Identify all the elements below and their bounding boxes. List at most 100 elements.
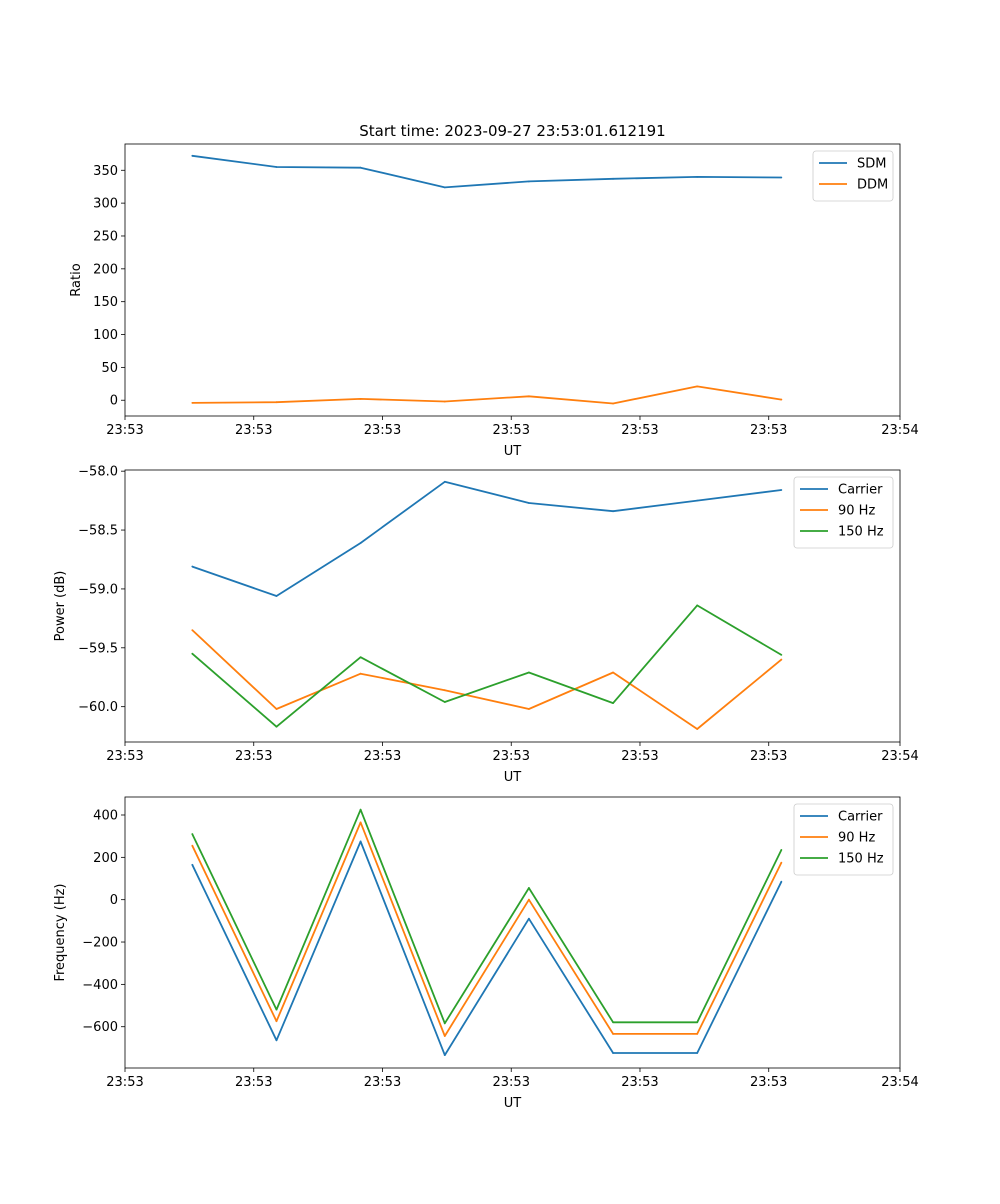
y-tick-label: 0: [110, 893, 118, 908]
data-point: [528, 898, 530, 901]
data-point: [612, 177, 614, 180]
data-point: [696, 604, 699, 607]
data-point: [528, 917, 530, 920]
x-tick-label: 23:54: [881, 423, 918, 438]
y-tick-label: −59.0: [78, 582, 118, 597]
data-point: [191, 629, 194, 632]
data-point: [191, 565, 194, 568]
data-point: [443, 400, 446, 403]
y-tick-label: 250: [93, 229, 118, 244]
legend-label: Carrier: [838, 483, 883, 498]
y-tick-label: 0: [110, 394, 118, 409]
data-point: [359, 398, 362, 400]
plots: 23:53 23:53 23:53 23:53 23:53 23:53 23:54 UT 0 50…: [53, 143, 919, 1111]
legend-label: SDM: [857, 157, 886, 172]
y-axis-label: Frequency (Hz): [53, 883, 68, 981]
data-point: [443, 1054, 446, 1056]
data-point: [780, 849, 783, 851]
data-point: [275, 401, 278, 404]
data-point: [443, 186, 446, 189]
data-point: [528, 708, 530, 710]
data-point: [612, 671, 614, 674]
series-line-90-hz: [191, 629, 782, 730]
subplot-3: 23:53 23:53 23:53 23:53 23:53 23:53 23:54 UT −60…: [53, 796, 919, 1111]
data-point: [528, 887, 530, 889]
series-line-carrier: [192, 480, 782, 597]
legend: Carrier 90 Hz 150 Hz: [793, 803, 894, 876]
y-tick-label: 50: [101, 361, 118, 376]
data-point: [191, 863, 194, 866]
axes-frame: [124, 796, 901, 1069]
legend: SDM DDM: [812, 150, 894, 202]
x-tick-label: 23:54: [881, 1075, 918, 1090]
data-point: [275, 1039, 278, 1042]
data-point: [359, 656, 362, 659]
x-tick-label: 23:53: [106, 423, 143, 438]
x-axis-label: UT: [504, 770, 522, 785]
y-tick-label: 100: [93, 328, 118, 343]
data-point: [359, 808, 362, 811]
data-point: [780, 176, 783, 179]
data-point: [528, 502, 530, 504]
x-tick-label: 23:53: [750, 423, 787, 438]
data-point: [612, 1033, 614, 1035]
y-tick-label: −60.0: [78, 700, 118, 715]
series-line-carrier: [191, 840, 783, 1056]
data-point: [696, 499, 699, 502]
data-point: [780, 880, 783, 883]
data-point: [191, 833, 194, 835]
data-point: [191, 154, 194, 157]
y-tick-label: −200: [82, 936, 118, 951]
data-point: [780, 489, 783, 491]
legend-label: 90 Hz: [838, 831, 875, 846]
x-tick-label: 23:53: [364, 423, 401, 438]
data-point: [443, 689, 446, 692]
data-point: [275, 1008, 278, 1011]
data-point: [359, 542, 362, 544]
y-tick-label: −59.5: [78, 641, 118, 656]
data-point: [528, 395, 530, 398]
series-line-90-hz: [191, 821, 783, 1037]
y-tick-label: 400: [93, 808, 118, 823]
data-point: [696, 1033, 699, 1035]
y-tick-label: 300: [93, 197, 118, 212]
data-point: [275, 1020, 278, 1023]
data-point: [612, 402, 614, 405]
data-point: [612, 1052, 614, 1054]
x-tick-label: 23:53: [364, 1075, 401, 1090]
x-tick-label: 23:53: [106, 749, 143, 764]
x-tick-label: 23:53: [235, 1075, 272, 1090]
data-point: [612, 1021, 614, 1024]
series-line-ddm: [192, 385, 782, 405]
data-point: [696, 1052, 699, 1054]
series-line-150-hz: [191, 808, 783, 1025]
y-tick-label: 200: [93, 262, 118, 277]
data-point: [275, 595, 278, 597]
data-point: [696, 728, 699, 730]
data-point: [191, 652, 194, 655]
data-point: [191, 401, 194, 404]
data-point: [612, 510, 614, 513]
data-point: [443, 1035, 446, 1037]
data-point: [696, 385, 699, 388]
y-axis-label: Power (dB): [53, 571, 68, 642]
y-tick-label: 150: [93, 295, 118, 310]
data-point: [780, 398, 783, 401]
x-axis-label: UT: [504, 1096, 522, 1111]
x-tick-label: 23:53: [235, 749, 272, 764]
data-point: [780, 861, 783, 864]
y-tick-label: −400: [82, 978, 118, 993]
chart-title: Start time: 2023-09-27 23:53:01.612191: [359, 122, 665, 140]
x-tick-label: 23:53: [106, 1075, 143, 1090]
x-tick-label: 23:53: [621, 423, 658, 438]
legend-label: 150 Hz: [838, 525, 884, 540]
y-tick-label: −58.0: [78, 465, 118, 480]
x-tick-label: 23:53: [750, 1075, 787, 1090]
x-tick-label: 23:53: [750, 749, 787, 764]
data-point: [780, 658, 783, 661]
x-tick-label: 23:53: [493, 1075, 530, 1090]
subplot-1: 23:53 23:53 23:53 23:53 23:53 23:53 23:54 UT 0 50…: [69, 143, 919, 459]
y-tick-label: 200: [93, 851, 118, 866]
axes-frame: [124, 143, 901, 417]
